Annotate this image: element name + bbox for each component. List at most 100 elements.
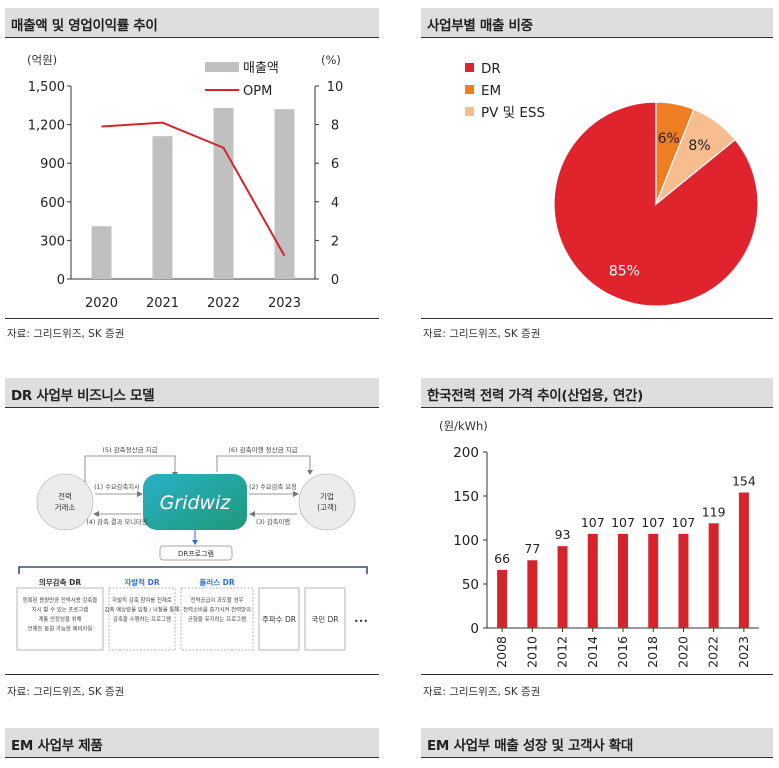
dr-program-box: [16, 587, 104, 651]
sales-bar: [91, 226, 112, 279]
legend-swatch-sales: [205, 62, 239, 72]
pie-data-label: 6%: [658, 131, 680, 147]
dr-program-desc: 등록된 용량만큼 전력사용 감축을: [23, 596, 98, 604]
price-bar: [497, 569, 508, 628]
unit-label: (원/kWh): [439, 419, 488, 433]
dr-program-name: 의무감축 DR: [39, 577, 81, 587]
dr-program-desc: 계통 안정성을 위해: [38, 615, 81, 623]
sales-bar: [274, 109, 295, 279]
x-tick-label: 2022: [706, 636, 721, 668]
x-tick-label: 2016: [615, 636, 630, 668]
legend-label: DR: [481, 61, 501, 77]
y2-tick-label: 0: [331, 273, 339, 288]
top-right-arrow-label: (6) 감축이행 정산금 지급: [228, 445, 297, 454]
y-tick-label: 1,500: [28, 80, 65, 95]
legend-swatch: [465, 85, 474, 94]
dr-program-desc: 감축 예상량을 입찰 / 낙찰을 통해: [105, 606, 180, 614]
dr-program-desc: 전력공급이 과도할 경우: [190, 596, 243, 604]
y-tick-label: 900: [40, 157, 65, 172]
x-tick-label: 2020: [85, 296, 118, 311]
dr-program-name: 플러스 DR: [199, 577, 235, 587]
gridwiz-logo-text: Gridwiz: [160, 492, 232, 514]
power-exchange-node: [36, 473, 94, 531]
source-note: 자료: 그리드위즈, SK 증권: [7, 686, 125, 698]
left-arrow-label-2: (4) 감축 결과 모니터링: [86, 517, 147, 526]
x-tick-label: 2020: [675, 636, 690, 668]
dr-program-desc: 균형을 유지하는 프로그램: [188, 615, 246, 623]
panel-header: EM 사업부 매출 성장 및 고객사 확대: [421, 728, 773, 758]
data-label: 77: [524, 541, 540, 556]
panel-header: EM 사업부 제품: [5, 728, 379, 758]
price-bar: [557, 546, 568, 628]
x-tick-label: 2023: [736, 636, 751, 668]
panel-dr-model: DR 사업부 비즈니스 모델 (5) 감축정산금 지급 (6) 감축이행 정산금…: [5, 378, 379, 702]
dr-program-name: 자발적 DR: [124, 577, 160, 587]
price-bar: [708, 523, 719, 628]
panel-header: 한국전력 전력 가격 추이(산업용, 연간): [421, 378, 773, 408]
dr-program-desc: 지시 할 수 있는 프로그램: [32, 606, 88, 614]
dr-program-box: [108, 587, 176, 651]
opm-line: [101, 121, 286, 257]
gridwiz-logo-box: [143, 474, 247, 530]
y-tick-label: 200: [453, 445, 479, 461]
dr-program-desc: 감축을 수행하는 프로그램: [113, 615, 171, 623]
dr-business-model-diagram: (5) 감축정산금 지급 (6) 감축이행 정산금 지급 전력 거래소 기업 (…: [16, 445, 368, 651]
legend-label: PV 및 ESS: [481, 105, 545, 121]
y2-tick-label: 8: [331, 119, 339, 134]
left-unit-label: (억원): [27, 53, 57, 67]
panel-header: 매출액 및 영업이익률 추이: [5, 8, 379, 38]
panel-title: 사업부별 매출 비중: [427, 18, 533, 34]
x-tick-label: 2023: [268, 296, 301, 311]
sales-bar: [152, 136, 173, 279]
x-tick-label: 2018: [645, 636, 660, 668]
dr-program-desc: 전력소비를 증가시켜 전력망의: [183, 606, 251, 614]
data-label: 107: [611, 515, 635, 530]
panel-title: 매출액 및 영업이익률 추이: [11, 18, 158, 34]
dr-program-box: [258, 587, 300, 651]
x-tick-label: 2022: [207, 296, 240, 311]
y-tick-label: 150: [453, 489, 479, 505]
legend-label: EM: [481, 83, 501, 99]
dr-program-name: 국민 DR: [311, 614, 338, 624]
panel-em-growth: EM 사업부 매출 성장 및 고객사 확대: [421, 728, 773, 760]
source-note: 자료: 그리드위즈, SK 증권: [423, 328, 541, 340]
kepco-price-chart: (원/kWh) 0 50 100 150 200 66 2008 77 2010 93 2012 107…: [439, 419, 759, 668]
y-tick-label: 1,200: [28, 119, 65, 134]
right-arrow-label-2: (3) 감축이행: [256, 517, 290, 526]
sales-opm-chart: (억원) (%) 0 300 600 900 1,200 1,500 0 2 4 6 8 10 2020 20…: [27, 53, 344, 311]
right-node-line-2: (고객): [317, 502, 337, 512]
data-label: 93: [555, 527, 571, 542]
price-bar: [648, 533, 659, 628]
data-label: 66: [494, 551, 510, 566]
x-tick-label: 2010: [524, 636, 539, 668]
legend-swatch: [465, 107, 474, 116]
bottom-rule: [421, 674, 773, 675]
panel-title: EM 사업부 제품: [11, 738, 103, 754]
data-label: 154: [732, 473, 756, 488]
legend-label-sales: 매출액: [243, 61, 279, 76]
y2-tick-label: 2: [331, 234, 339, 249]
price-bar: [618, 533, 628, 628]
y-tick-label: 50: [462, 577, 479, 593]
panel-title: EM 사업부 매출 성장 및 고객사 확대: [427, 738, 634, 754]
panel-title: DR 사업부 비즈니스 모델: [11, 388, 155, 404]
dr-program-name: 주파수 DR: [262, 615, 296, 624]
price-bar: [678, 533, 689, 628]
x-tick-label: 2012: [555, 636, 570, 668]
y2-tick-label: 10: [327, 80, 344, 95]
left-node-line-2: 거래소: [55, 503, 76, 512]
panel-title: 한국전력 전력 가격 추이(산업용, 연간): [427, 388, 643, 404]
x-tick-label: 2014: [585, 636, 600, 668]
panel-header: 사업부별 매출 비중: [421, 8, 773, 38]
customer-node: [298, 473, 356, 531]
y2-tick-label: 4: [331, 196, 339, 211]
pie-slice-PV-및-ESS: [654, 108, 737, 206]
y-tick-label: 600: [40, 196, 65, 211]
sales-bar: [213, 107, 234, 279]
pie-data-label: 8%: [688, 138, 710, 154]
dr-program-label: DR프로그램: [178, 550, 214, 558]
left-arrow-label-1: (1) 수요감축지시: [94, 482, 140, 491]
panel-sales-opm: 매출액 및 영업이익률 추이 (억원) (%) 0 300 600 900 1,200 1,5…: [5, 8, 379, 348]
data-label: 107: [581, 515, 605, 530]
